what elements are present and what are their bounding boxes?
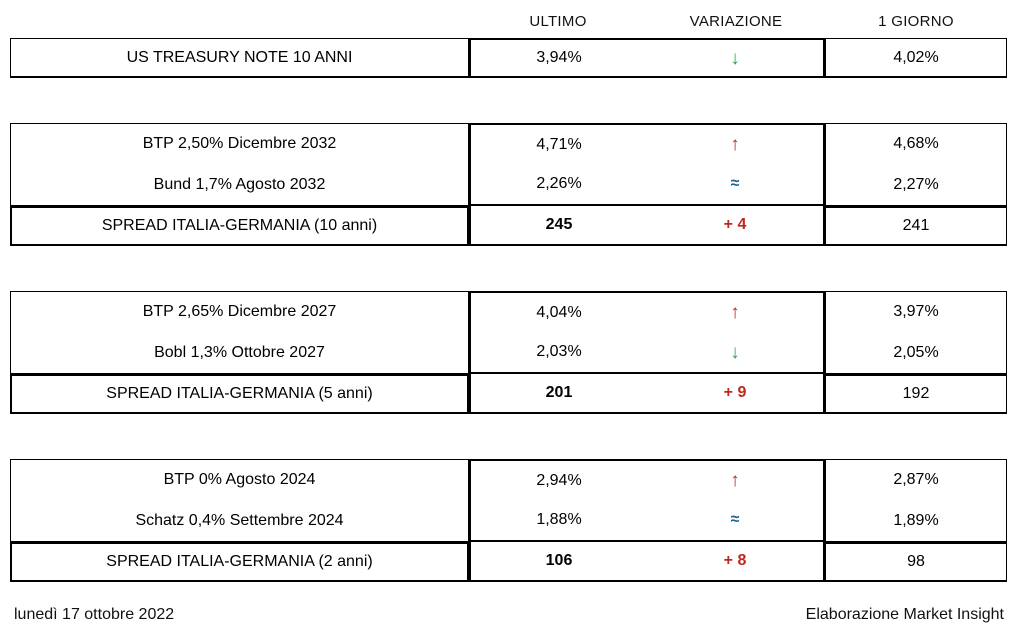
us-treasury-ultimo-value: 3,94%: [536, 49, 582, 66]
spread-label: SPREAD ITALIA-GERMANIA (5 anni): [106, 385, 373, 402]
bond-ultimo-cell: 1,88%: [471, 501, 647, 541]
spread-giorno-value: 98: [907, 553, 925, 570]
us-treasury-giorno-value: 4,02%: [893, 48, 939, 66]
bond-variazione-cell: ↑: [647, 293, 823, 333]
us-treasury-giorno-cell: 4,02%: [825, 38, 1007, 78]
spread-variazione-cell: + 8: [647, 542, 823, 580]
approx-equal-icon: ≈: [730, 511, 740, 529]
group-2y-spread-label-cell: SPREAD ITALIA-GERMANIA (2 anni): [10, 542, 469, 582]
bond-label-cell: Schatz 0,4% Settembre 2024: [11, 501, 468, 542]
spread-variation-value: + 8: [723, 552, 747, 569]
bond-variazione-cell: ≈: [647, 501, 823, 541]
bond-ultimo-value: 1,88%: [536, 511, 582, 529]
column-header-ultimo: ULTIMO: [529, 12, 587, 30]
down-arrow-icon: ↓: [730, 47, 740, 69]
us-treasury-label: US TREASURY NOTE 10 ANNI: [126, 48, 353, 66]
column-header-1-giorno: 1 GIORNO: [878, 12, 954, 30]
us-treasury-ultimo-cell: 3,94%: [471, 40, 647, 76]
bond-variazione-cell: ↑: [647, 125, 823, 165]
bond-giorno-cell: 2,05%: [826, 333, 1006, 374]
spread-ultimo-cell: 106: [471, 542, 647, 580]
spread-ultimo-cell: 201: [471, 374, 647, 412]
bond-variazione-cell: ↑: [647, 461, 823, 501]
bond-ultimo-value: 2,03%: [536, 343, 582, 361]
group-10y-spread-label-cell: SPREAD ITALIA-GERMANIA (10 anni): [10, 206, 469, 246]
bond-giorno-value: 4,68%: [893, 135, 939, 153]
group-5y-giorno-box: 3,97% 2,05%: [825, 291, 1007, 374]
report-date: lunedì 17 ottobre 2022: [14, 606, 175, 623]
group-5y-spread-giorno-cell: 192: [825, 374, 1007, 414]
group-10y-spread-giorno-cell: 241: [825, 206, 1007, 246]
bond-label-cell: BTP 2,65% Dicembre 2027: [11, 292, 468, 333]
spread-label: SPREAD ITALIA-GERMANIA (2 anni): [106, 553, 373, 570]
bond-ultimo-cell: 4,04%: [471, 293, 647, 333]
spread-ultimo-value: 201: [545, 384, 573, 401]
bond-label: BTP 2,50% Dicembre 2032: [142, 135, 337, 153]
bond-label-cell: Bund 1,7% Agosto 2032: [11, 165, 468, 206]
spread-variation-value: + 4: [723, 216, 747, 233]
bond-ultimo-cell: 4,71%: [471, 125, 647, 165]
bond-giorno-cell: 2,87%: [826, 460, 1006, 501]
spread-ultimo-value: 245: [545, 216, 573, 233]
group-10y-bond-labels-box: BTP 2,50% Dicembre 2032 Bund 1,7% Agosto…: [10, 123, 469, 206]
group-2y-giorno-box: 2,87% 1,89%: [825, 459, 1007, 542]
bond-ultimo-value: 4,04%: [536, 303, 582, 321]
report-credit: Elaborazione Market Insight: [805, 606, 1004, 623]
spread-variazione-cell: + 9: [647, 374, 823, 412]
bond-ultimo-cell: 2,94%: [471, 461, 647, 501]
group-5y-bond-labels-box: BTP 2,65% Dicembre 2027 Bobl 1,3% Ottobr…: [10, 291, 469, 374]
group-2y-middle-box: 2,94% ↑ 1,88% ≈ 106 + 8: [469, 459, 825, 582]
spread-giorno-value: 241: [902, 217, 930, 234]
bond-variazione-cell: ≈: [647, 165, 823, 205]
bond-label: BTP 0% Agosto 2024: [163, 471, 316, 489]
bond-variazione-cell: ↓: [647, 333, 823, 373]
up-arrow-icon: ↑: [730, 134, 740, 156]
bond-giorno-value: 3,97%: [893, 303, 939, 321]
group-5y-middle-box: 4,04% ↑ 2,03% ↓ 201 + 9: [469, 291, 825, 414]
bond-giorno-cell: 4,68%: [826, 124, 1006, 165]
bond-label: Bund 1,7% Agosto 2032: [153, 175, 326, 193]
spread-variazione-cell: + 4: [647, 206, 823, 244]
spread-ultimo-cell: 245: [471, 206, 647, 244]
spread-ultimo-value: 106: [545, 552, 573, 569]
bond-giorno-cell: 3,97%: [826, 292, 1006, 333]
bond-label-cell: BTP 0% Agosto 2024: [11, 460, 468, 501]
us-treasury-middle-box: 3,94% ↓: [469, 38, 825, 78]
bond-label: BTP 2,65% Dicembre 2027: [142, 303, 337, 321]
bond-giorno-value: 2,05%: [893, 343, 939, 361]
group-10y-giorno-box: 4,68% 2,27%: [825, 123, 1007, 206]
group-10y-middle-box: 4,71% ↑ 2,26% ≈ 245 + 4: [469, 123, 825, 246]
approx-equal-icon: ≈: [730, 175, 740, 193]
bond-label: Schatz 0,4% Settembre 2024: [135, 511, 344, 529]
bond-ultimo-value: 4,71%: [536, 135, 582, 153]
bond-giorno-cell: 2,27%: [826, 165, 1006, 206]
bond-label-cell: Bobl 1,3% Ottobre 2027: [11, 333, 468, 374]
bond-giorno-value: 2,27%: [893, 175, 939, 193]
bond-giorno-cell: 1,89%: [826, 501, 1006, 542]
group-2y-spread-giorno-cell: 98: [825, 542, 1007, 582]
up-arrow-icon: ↑: [730, 470, 740, 492]
bond-label-cell: BTP 2,50% Dicembre 2032: [11, 124, 468, 165]
bond-ultimo-value: 2,26%: [536, 175, 582, 193]
bond-ultimo-value: 2,94%: [536, 471, 582, 489]
bond-giorno-value: 2,87%: [893, 471, 939, 489]
bond-ultimo-cell: 2,26%: [471, 165, 647, 205]
us-treasury-label-cell: US TREASURY NOTE 10 ANNI: [10, 38, 469, 78]
group-5y-spread-label-cell: SPREAD ITALIA-GERMANIA (5 anni): [10, 374, 469, 414]
spread-label: SPREAD ITALIA-GERMANIA (10 anni): [101, 217, 378, 234]
us-treasury-variazione-cell: ↓: [647, 40, 823, 76]
spread-giorno-value: 192: [902, 385, 930, 402]
spread-variation-value: + 9: [723, 384, 747, 401]
bond-giorno-value: 1,89%: [893, 511, 939, 529]
column-header-variazione: VARIAZIONE: [689, 12, 783, 30]
bond-ultimo-cell: 2,03%: [471, 333, 647, 373]
down-arrow-icon: ↓: [730, 341, 740, 363]
group-2y-bond-labels-box: BTP 0% Agosto 2024 Schatz 0,4% Settembre…: [10, 459, 469, 542]
up-arrow-icon: ↑: [730, 302, 740, 324]
bond-label: Bobl 1,3% Ottobre 2027: [154, 343, 325, 361]
